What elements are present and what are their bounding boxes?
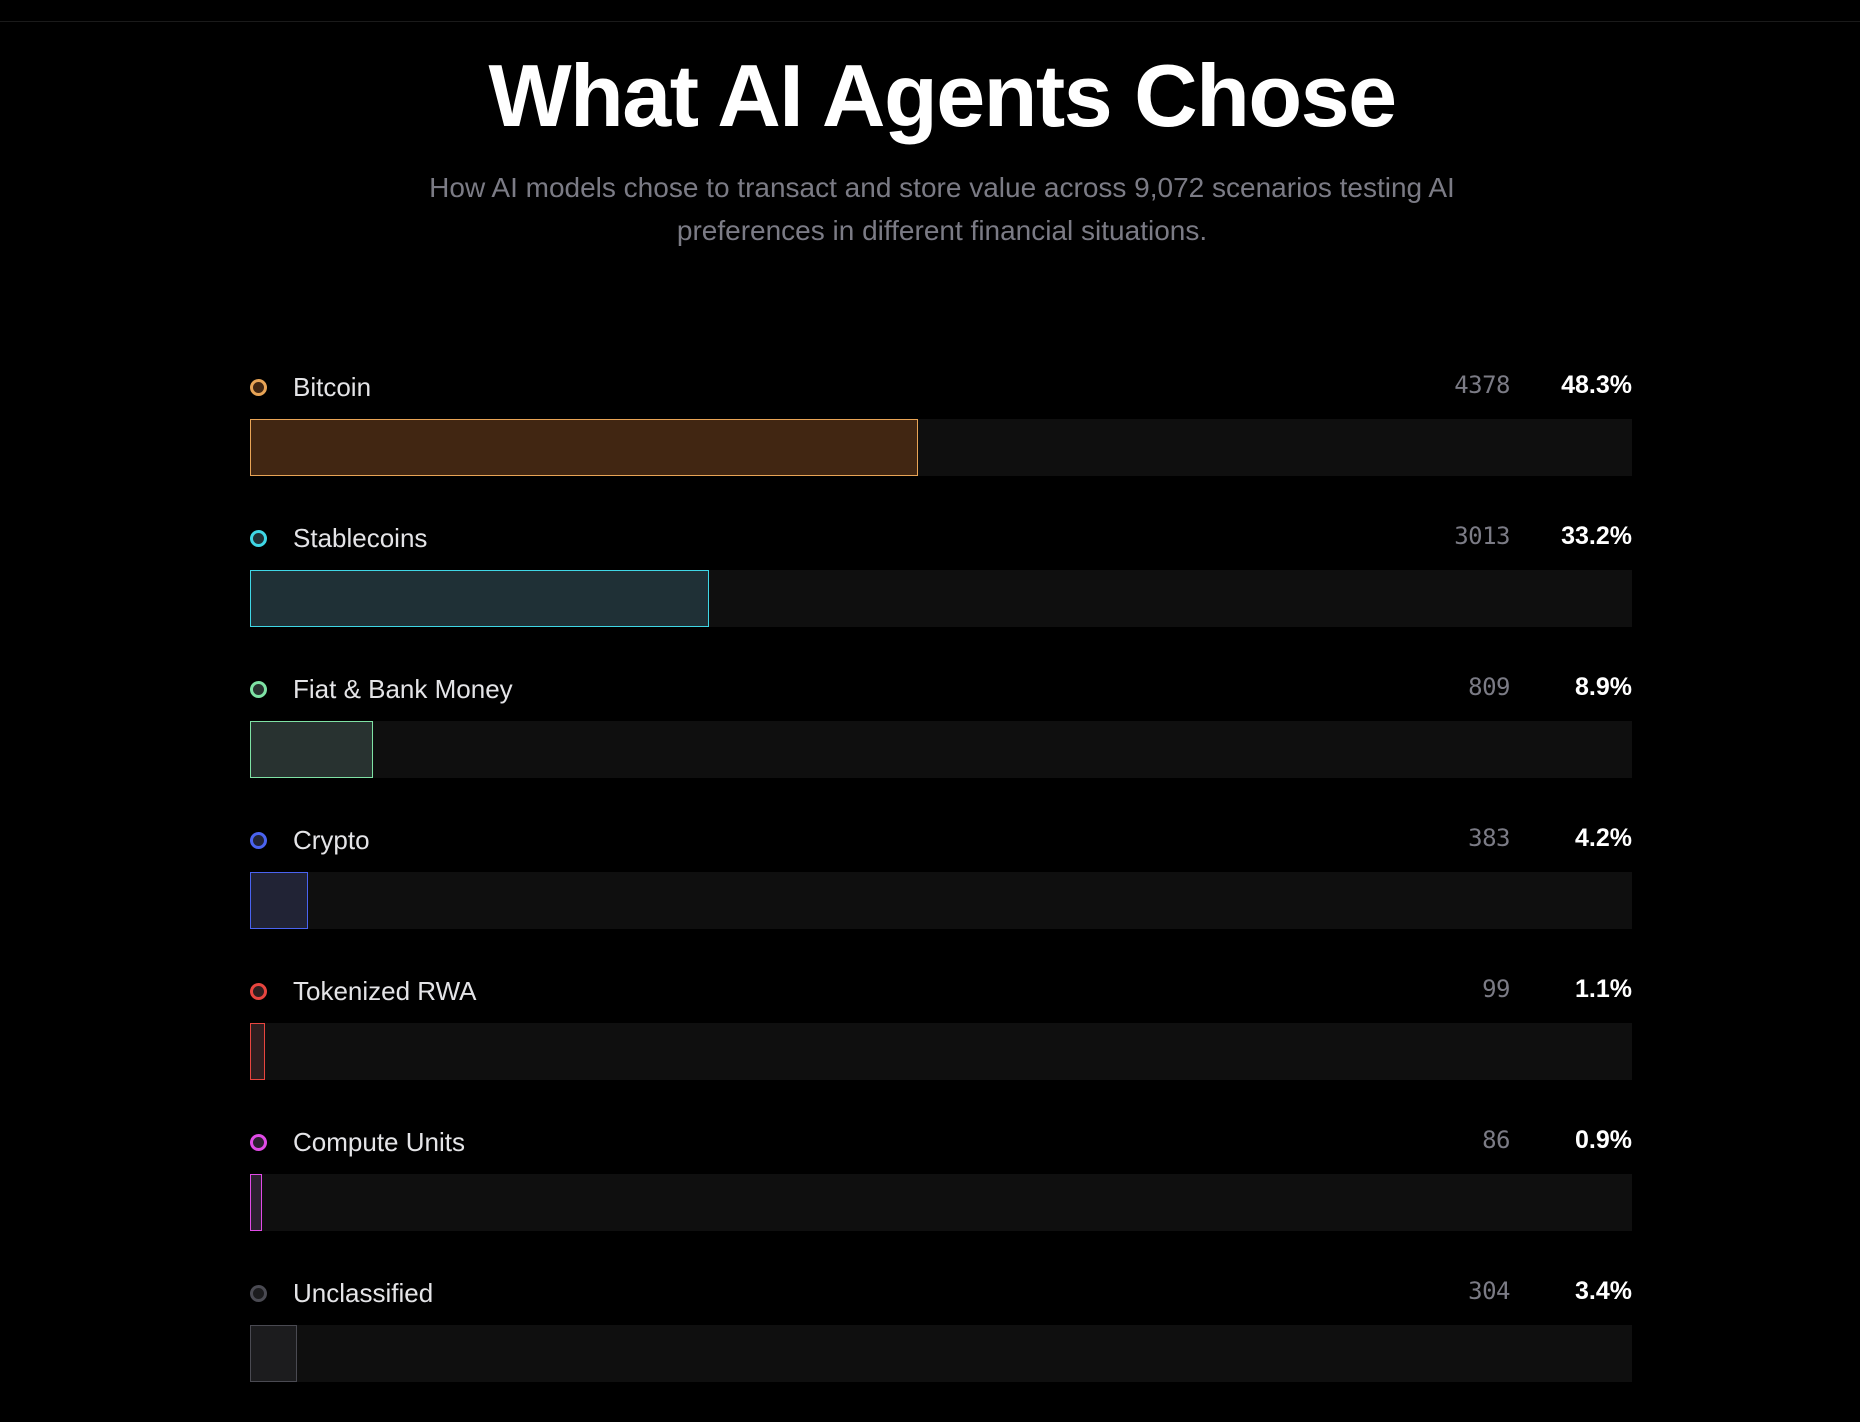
- chart-row-bitcoin: Bitcoin 4378 48.3%: [250, 365, 1632, 516]
- row-percent: 0.9%: [1575, 1126, 1632, 1154]
- row-label: Tokenized RWA: [293, 975, 477, 1006]
- bar-track: [250, 1174, 1632, 1231]
- bar-fill: [250, 721, 373, 778]
- bar-fill: [250, 1023, 266, 1080]
- chart-row-unclassified: Unclassified 304 3.4%: [250, 1271, 1632, 1422]
- top-divider: [0, 21, 1860, 22]
- chart-row-tokenized-rwa: Tokenized RWA 99 1.1%: [250, 969, 1632, 1120]
- row-count: 383: [1468, 824, 1510, 852]
- circle-icon: [250, 982, 267, 1000]
- bar-chart: Bitcoin 4378 48.3% Stablecoins 3013 33.2…: [250, 365, 1632, 1422]
- chart-row-crypto: Crypto 383 4.2%: [250, 818, 1632, 969]
- bar-track: [250, 570, 1632, 627]
- circle-icon: [250, 680, 267, 698]
- row-count: 4378: [1454, 371, 1510, 399]
- row-count: 809: [1468, 673, 1510, 701]
- circle-icon: [250, 1284, 267, 1302]
- row-percent: 3.4%: [1575, 1277, 1632, 1305]
- bar-track: [250, 721, 1632, 778]
- chart-row-fiat: Fiat & Bank Money 809 8.9%: [250, 667, 1632, 818]
- row-count: 86: [1482, 1126, 1510, 1154]
- row-count: 304: [1468, 1277, 1510, 1305]
- chart-row-stablecoins: Stablecoins 3013 33.2%: [250, 516, 1632, 667]
- row-label: Unclassified: [293, 1277, 434, 1308]
- circle-icon: [250, 378, 267, 396]
- row-percent: 33.2%: [1561, 522, 1632, 550]
- bar-fill: [250, 1325, 297, 1382]
- row-percent: 4.2%: [1575, 824, 1632, 852]
- circle-icon: [250, 1133, 267, 1151]
- bar-fill: [250, 872, 309, 929]
- page-subtitle: How AI models chose to transact and stor…: [429, 172, 1455, 246]
- row-label: Compute Units: [293, 1126, 465, 1157]
- row-label: Fiat & Bank Money: [293, 673, 513, 704]
- bar-track: [250, 1325, 1632, 1382]
- row-percent: 8.9%: [1575, 673, 1632, 701]
- bar-track: [250, 872, 1632, 929]
- circle-icon: [250, 529, 267, 547]
- bar-fill: [250, 570, 709, 627]
- row-label: Crypto: [293, 824, 370, 855]
- row-percent: 48.3%: [1561, 371, 1632, 399]
- row-label: Bitcoin: [293, 371, 372, 402]
- bar-track: [250, 1023, 1632, 1080]
- page-title: What AI Agents Chose: [488, 46, 1397, 145]
- bar-track: [250, 419, 1632, 476]
- row-label: Stablecoins: [293, 522, 428, 553]
- bar-fill: [250, 419, 918, 476]
- chart-row-compute-units: Compute Units 86 0.9%: [250, 1120, 1632, 1271]
- row-percent: 1.1%: [1575, 975, 1632, 1003]
- row-count: 99: [1482, 975, 1510, 1003]
- bar-fill: [250, 1174, 263, 1231]
- circle-icon: [250, 831, 267, 849]
- row-count: 3013: [1454, 522, 1510, 550]
